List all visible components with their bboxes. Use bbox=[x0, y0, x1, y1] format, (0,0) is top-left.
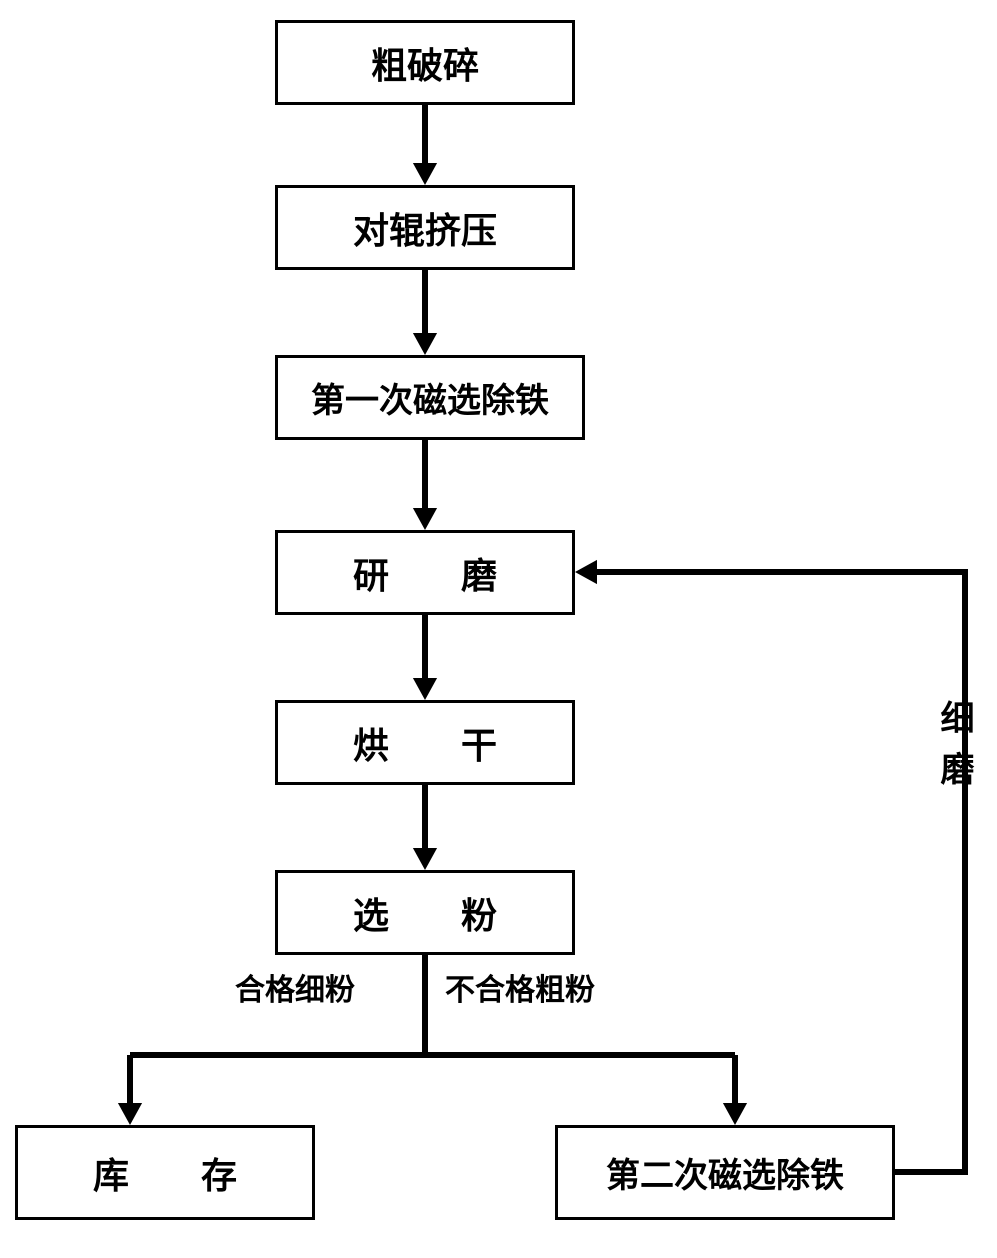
node-label: 第一次磁选除铁 bbox=[311, 373, 549, 422]
node-grinding: 研 磨 bbox=[275, 530, 575, 615]
label-fine-grind: 细磨 bbox=[930, 700, 979, 802]
label-text: 不合格粗粉 bbox=[445, 974, 595, 1007]
flowchart-container: 粗破碎 对辊挤压 第一次磁选除铁 研 磨 烘 干 选 粉 库 存 第二次磁选除铁… bbox=[0, 0, 997, 1258]
arrowhead-e2-3 bbox=[413, 333, 437, 355]
edge-e8-4 bbox=[593, 572, 965, 1172]
node-coarse-crush: 粗破碎 bbox=[275, 20, 575, 105]
arrowhead-e8-4 bbox=[575, 560, 597, 584]
label-text: 合格细粉 bbox=[235, 974, 355, 1007]
node-label: 烘 干 bbox=[353, 717, 497, 769]
node-label: 选 粉 bbox=[353, 887, 497, 939]
node-storage: 库 存 bbox=[15, 1125, 315, 1220]
arrowhead-e-to8 bbox=[723, 1103, 747, 1125]
label-text: 细磨 bbox=[935, 700, 973, 802]
node-drying: 烘 干 bbox=[275, 700, 575, 785]
node-mag-sep-2: 第二次磁选除铁 bbox=[555, 1125, 895, 1220]
label-unqualified-coarse: 不合格粗粉 bbox=[445, 965, 595, 1009]
arrowhead-e1-2 bbox=[413, 163, 437, 185]
node-label: 粗破碎 bbox=[371, 37, 479, 89]
arrowhead-e4-5 bbox=[413, 678, 437, 700]
arrowhead-e5-6 bbox=[413, 848, 437, 870]
node-label: 库 存 bbox=[93, 1147, 237, 1199]
node-powder-select: 选 粉 bbox=[275, 870, 575, 955]
node-label: 研 磨 bbox=[353, 547, 497, 599]
arrowhead-e3-4 bbox=[413, 508, 437, 530]
node-label: 第二次磁选除铁 bbox=[606, 1148, 844, 1197]
arrowhead-e-to7 bbox=[118, 1103, 142, 1125]
node-label: 对辊挤压 bbox=[353, 202, 497, 254]
node-mag-sep-1: 第一次磁选除铁 bbox=[275, 355, 585, 440]
node-roller-press: 对辊挤压 bbox=[275, 185, 575, 270]
label-qualified-fine: 合格细粉 bbox=[235, 965, 355, 1009]
